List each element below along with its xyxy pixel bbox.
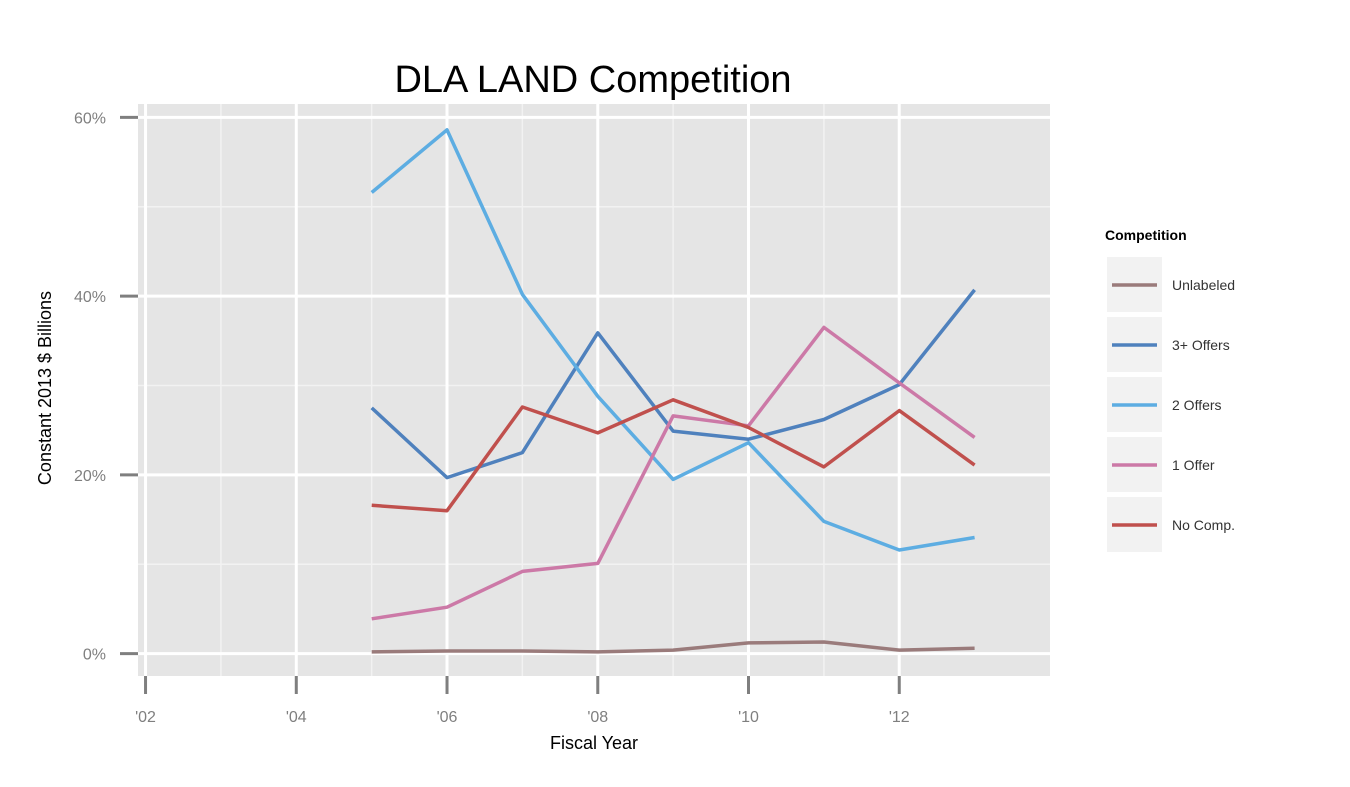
x-tick-label: '10	[738, 709, 759, 726]
series-line-3-offers	[370, 288, 976, 480]
series-line-2-offers	[370, 128, 975, 552]
legend-label-1-offer: 1 Offer	[1172, 457, 1215, 473]
y-tick-label: 40%	[74, 289, 106, 306]
x-tick-label: '06	[437, 709, 458, 726]
legend-items: Unlabeled 3+ Offers 2 Offers 1 Offer No Comp…	[1107, 257, 1235, 552]
x-tick-label: '02	[135, 709, 156, 726]
legend-label-no-comp: No Comp.	[1172, 517, 1235, 533]
x-axis-title: Fiscal Year	[550, 733, 638, 753]
major-gridlines	[138, 104, 1050, 676]
legend-label-unlabeled: Unlabeled	[1172, 277, 1235, 293]
series-line-1-offer	[371, 325, 976, 621]
legend: Competition Unlabeled 3+ Offers 2 Offers 1 …	[1105, 227, 1235, 552]
legend-label-3-offers: 3+ Offers	[1172, 337, 1230, 353]
minor-gridlines	[138, 104, 1050, 676]
legend-label-2-offers: 2 Offers	[1172, 397, 1222, 413]
series-line-unlabeled	[371, 640, 975, 654]
y-axis: 0% 20% 40% 60%	[74, 110, 138, 664]
y-axis-title: Constant 2013 $ Billions	[35, 291, 55, 485]
x-tick-label: '08	[587, 709, 608, 726]
y-tick-label: 0%	[83, 647, 106, 664]
chart-title: DLA LAND Competition	[394, 59, 791, 101]
series-lines	[370, 128, 976, 654]
y-tick-label: 60%	[74, 110, 106, 127]
legend-title: Competition	[1105, 227, 1187, 243]
x-axis: '02 '04 '06 '08 '10 '12	[135, 676, 910, 726]
x-tick-label: '12	[889, 709, 910, 726]
series-line-no-comp	[371, 398, 976, 513]
y-tick-label: 20%	[74, 468, 106, 485]
x-tick-label: '04	[286, 709, 307, 726]
